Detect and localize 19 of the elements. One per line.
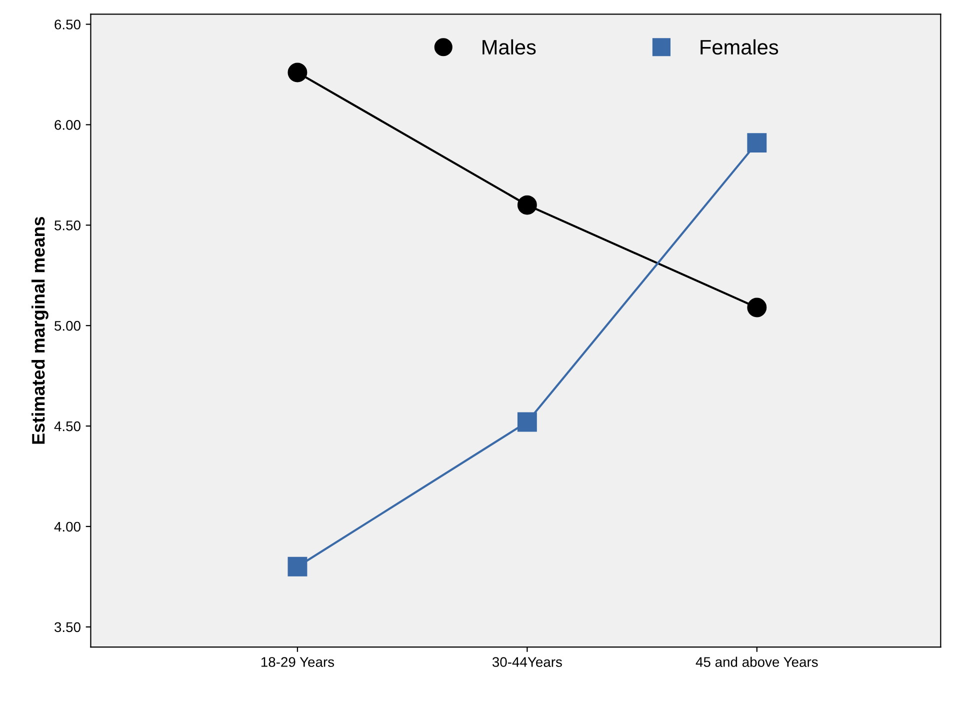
- y-tick-label: 6.00: [54, 120, 80, 130]
- y-tick-label: 5.00: [54, 320, 80, 331]
- legend-label: Females: [700, 39, 778, 55]
- x-tick-label: 45 and above Years: [696, 656, 818, 667]
- point: [288, 62, 308, 82]
- legend-label: Males: [482, 39, 536, 55]
- y-tick-label: 4.00: [54, 522, 80, 532]
- y-tick-label: 6.50: [54, 20, 80, 30]
- point: [517, 412, 537, 432]
- y-tick-label: 5.50: [54, 220, 80, 230]
- point: [747, 133, 767, 153]
- y-tick-label: 3.50: [54, 622, 80, 632]
- y-tick-label: 4.50: [54, 421, 80, 432]
- x-tick-label: 18-29 Years: [261, 657, 334, 667]
- point: [288, 556, 308, 576]
- point: [747, 298, 767, 318]
- point: [517, 195, 537, 215]
- y-axis-title: Estimated marginal means: [32, 216, 48, 444]
- x-tick-label: 30-44Years: [492, 657, 562, 667]
